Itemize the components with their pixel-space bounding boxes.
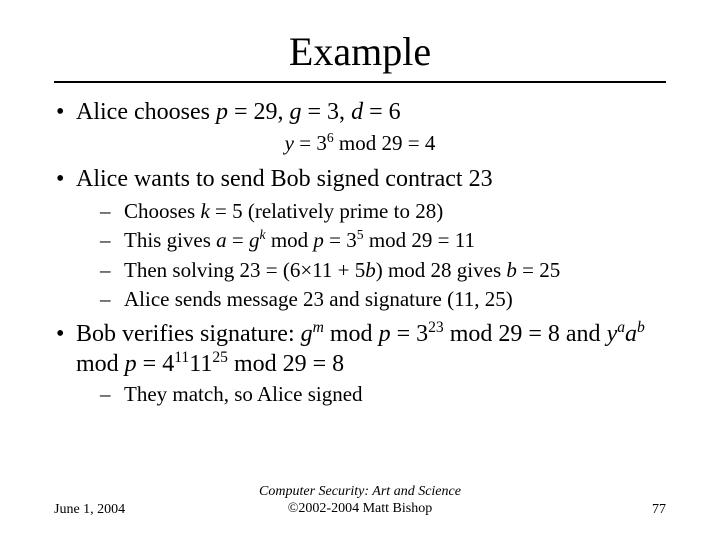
footer-page: 77 [652, 502, 666, 518]
slide-title: Example [54, 28, 666, 75]
bullet-2-text: Alice wants to send Bob signed contract … [76, 166, 493, 192]
bullet-1-subline: y = 36 mod 29 = 4 [54, 131, 666, 156]
bullet-list-2: Alice wants to send Bob signed contract … [54, 164, 666, 408]
footer-title: Computer Security: Art and Science [259, 484, 461, 499]
slide: Example Alice chooses p = 29, g = 3, d =… [0, 0, 720, 540]
footer-copyright: ©2002-2004 Matt Bishop [288, 501, 432, 516]
footer-center: Computer Security: Art and Science ©2002… [54, 484, 666, 518]
bullet-item-1: Alice chooses p = 29, g = 3, d = 6 [54, 97, 666, 127]
title-rule [54, 81, 666, 83]
sub-item: Alice sends message 23 and signature (11… [76, 286, 666, 313]
bullet-item-2: Alice wants to send Bob signed contract … [54, 164, 666, 313]
bullet-1-text: Alice chooses p = 29, g = 3, d = 6 [76, 99, 401, 125]
bullet-2-sublist: Chooses k = 5 (relatively prime to 28) T… [76, 198, 666, 313]
bullet-3-text: Bob verifies signature: gm mod p = 323 m… [76, 321, 645, 377]
sub-item: This gives a = gk mod p = 35 mod 29 = 11 [76, 227, 666, 254]
footer-date: June 1, 2004 [54, 502, 125, 518]
sub-item: Chooses k = 5 (relatively prime to 28) [76, 198, 666, 225]
footer: June 1, 2004 Computer Security: Art and … [0, 484, 720, 518]
bullet-list: Alice chooses p = 29, g = 3, d = 6 [54, 97, 666, 127]
sub-item: They match, so Alice signed [76, 381, 666, 408]
sub-item: Then solving 23 = (6×11 + 5b) mod 28 giv… [76, 257, 666, 284]
bullet-item-3: Bob verifies signature: gm mod p = 323 m… [54, 319, 666, 408]
bullet-3-sublist: They match, so Alice signed [76, 381, 666, 408]
